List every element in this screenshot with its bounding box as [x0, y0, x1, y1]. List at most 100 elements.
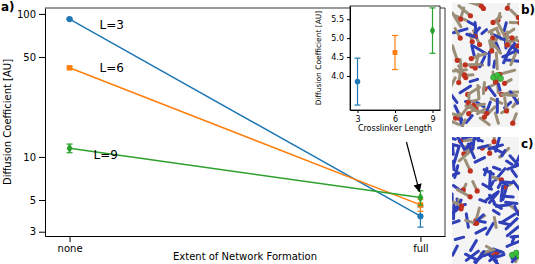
snapshot-rod: [453, 246, 458, 255]
snapshot-rod: [485, 168, 487, 174]
x-tick: none: [58, 236, 83, 254]
snapshot-rod: [507, 161, 512, 164]
y-tick-mark: [39, 232, 45, 233]
snapshot-rod: [491, 41, 501, 53]
snapshot-bead: [470, 39, 475, 44]
x-tick-label: full: [413, 243, 428, 254]
panel-label: b): [521, 3, 535, 17]
snapshot-bead: [518, 39, 519, 44]
snapshot-rod: [484, 250, 494, 255]
snapshot-bead: [510, 121, 515, 126]
figure: 351050100nonefullExtent of Network Forma…: [0, 0, 535, 264]
snapshot-rod: [506, 202, 517, 203]
snapshot-rod: [484, 107, 495, 117]
y-tick-mark: [39, 57, 45, 58]
marker: [417, 192, 423, 202]
y-tick-mark: [39, 157, 45, 158]
snapshot-rod: [515, 206, 519, 214]
inset-y-tick-label: 5.0: [331, 34, 344, 43]
y-tick-label: 5: [30, 195, 36, 206]
error-cap: [392, 69, 398, 70]
snapshot-background: [452, 137, 519, 264]
snapshot-rod: [500, 222, 510, 224]
snapshot-bead: [487, 151, 492, 156]
snapshot-rod: [482, 83, 486, 94]
snapshot-bead: [479, 3, 484, 8]
snapshot-probe: [498, 75, 504, 81]
snapshot-rod: [452, 194, 454, 200]
snapshot-rod: [493, 210, 499, 214]
snapshot-rod: [467, 35, 475, 36]
snapshot-rod: [466, 116, 472, 123]
snapshot-bead: [509, 35, 514, 40]
inset-x-tick: 9: [430, 110, 435, 124]
snapshot-rod: [468, 22, 475, 26]
inset-y-tick-label: 4.5: [331, 53, 344, 62]
snapshot-rod: [453, 13, 461, 26]
snapshot-bead: [516, 15, 519, 20]
snapshot-rod: [452, 138, 455, 139]
error-cap: [417, 211, 423, 212]
inset-frame: [350, 6, 440, 110]
panel-label: c): [521, 137, 534, 151]
snapshot-rod: [461, 120, 465, 127]
inset-x-tick-mark: [395, 110, 396, 113]
snapshot-rod: [513, 181, 519, 192]
snapshot-rod: [502, 214, 515, 222]
snapshot-rod: [473, 137, 474, 149]
snapshot-rod: [472, 45, 474, 55]
inset-x-tick-label: 6: [393, 115, 398, 124]
inset-plot-area: [355, 8, 436, 105]
marker: [430, 26, 435, 35]
marker: [393, 50, 398, 55]
inset-y-tick: 4.0: [331, 72, 350, 81]
marker: [67, 143, 73, 153]
error-cap: [417, 190, 423, 191]
snapshot-rod: [452, 221, 459, 224]
snapshot-bead: [475, 188, 480, 193]
error-cap: [430, 53, 436, 54]
x-tick-mark: [420, 236, 421, 242]
snapshot-rod: [478, 146, 487, 148]
snapshot-rod: [463, 137, 472, 138]
snapshot-rod: [452, 78, 455, 87]
inset-y-tick-label: 5.5: [331, 15, 344, 24]
panel-label: a): [1, 0, 15, 14]
error-cap: [355, 58, 361, 59]
snapshot-rod: [482, 30, 487, 34]
snapshot-bead: [505, 42, 510, 47]
y-tick-label: 10: [23, 152, 36, 163]
snapshot-rod: [487, 52, 490, 65]
marker: [417, 213, 423, 219]
snapshot-bead: [477, 42, 482, 47]
inset-y-axis-line: [350, 7, 351, 111]
y-tick-mark: [39, 14, 45, 15]
snapshot-bead: [490, 20, 495, 25]
snapshot-rod: [511, 92, 518, 103]
snapshot-bead: [517, 20, 519, 25]
inset-y-tick: 5.0: [331, 34, 350, 43]
snapshot-probe: [516, 253, 519, 259]
annotation-arrow: [406, 142, 419, 192]
snapshot-rod: [489, 145, 502, 149]
snapshot-rod: [478, 85, 479, 98]
error-cap: [392, 35, 398, 36]
inset-y-tick-mark: [347, 57, 350, 58]
snapshot-rod: [512, 170, 516, 176]
snapshot-rod: [489, 28, 497, 32]
snapshot-rod: [495, 113, 498, 123]
y-tick: 100: [17, 9, 45, 20]
inset-x-axis: 369: [351, 110, 441, 124]
inset-y-tick-label: 4.0: [331, 72, 344, 81]
snapshot-bead: [504, 108, 509, 113]
snapshot-bead: [468, 168, 473, 173]
snapshot-rod: [452, 120, 459, 125]
snapshot-rod: [454, 147, 458, 162]
snapshot-rod: [466, 254, 476, 259]
snapshot-bead: [489, 48, 494, 53]
snapshot-rod: [489, 87, 495, 95]
snapshot-bead: [469, 56, 474, 61]
snapshot-bead: [458, 36, 463, 41]
series-label: L=3: [100, 18, 124, 32]
snapshot-bead: [474, 221, 479, 226]
